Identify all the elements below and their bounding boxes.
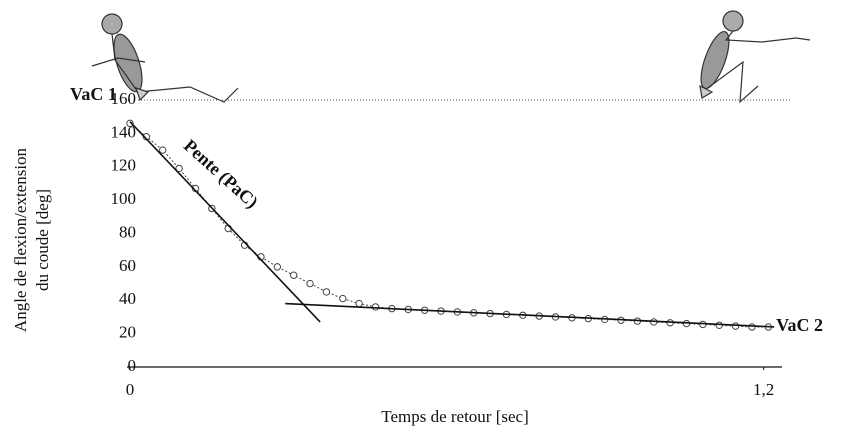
data-point — [731, 322, 740, 330]
annotation: Pente (PaC) — [179, 135, 262, 212]
data-point — [371, 303, 380, 311]
y-tick-label: 120 — [111, 156, 137, 175]
series-line — [129, 122, 769, 328]
annotation: VaC 2 — [776, 315, 823, 335]
y-tick-label: 80 — [119, 222, 136, 241]
annotation: VaC 1 — [70, 84, 117, 104]
data-point — [126, 119, 134, 128]
data-point — [355, 299, 363, 308]
data-point — [306, 279, 314, 288]
fit-line — [285, 302, 775, 328]
y-tick-label: 60 — [119, 256, 136, 275]
data-point — [748, 323, 756, 331]
data-point — [339, 294, 347, 303]
data-point — [175, 164, 183, 173]
y-tick-label: 100 — [111, 189, 137, 208]
y-tick-label: 20 — [119, 323, 136, 342]
data-point — [715, 321, 723, 329]
data-point — [273, 263, 282, 271]
x-axis-label: Temps de retour [sec] — [381, 407, 529, 426]
y-axis-label: Angle de flexion/extension — [11, 147, 30, 332]
x-tick-label: 1,2 — [753, 380, 774, 399]
fit-line — [129, 121, 321, 323]
data-point — [289, 271, 298, 279]
figure-left — [91, 13, 239, 103]
data-point — [322, 288, 331, 296]
y-tick-label: 0 — [128, 356, 137, 375]
x-tick-label: 0 — [126, 380, 135, 399]
y-tick-label: 40 — [119, 289, 136, 308]
data-point — [159, 146, 167, 154]
y-tick-label: 160 — [111, 89, 137, 108]
figure-right — [699, 10, 811, 104]
y-axis-label: du coude [deg] — [33, 189, 52, 291]
